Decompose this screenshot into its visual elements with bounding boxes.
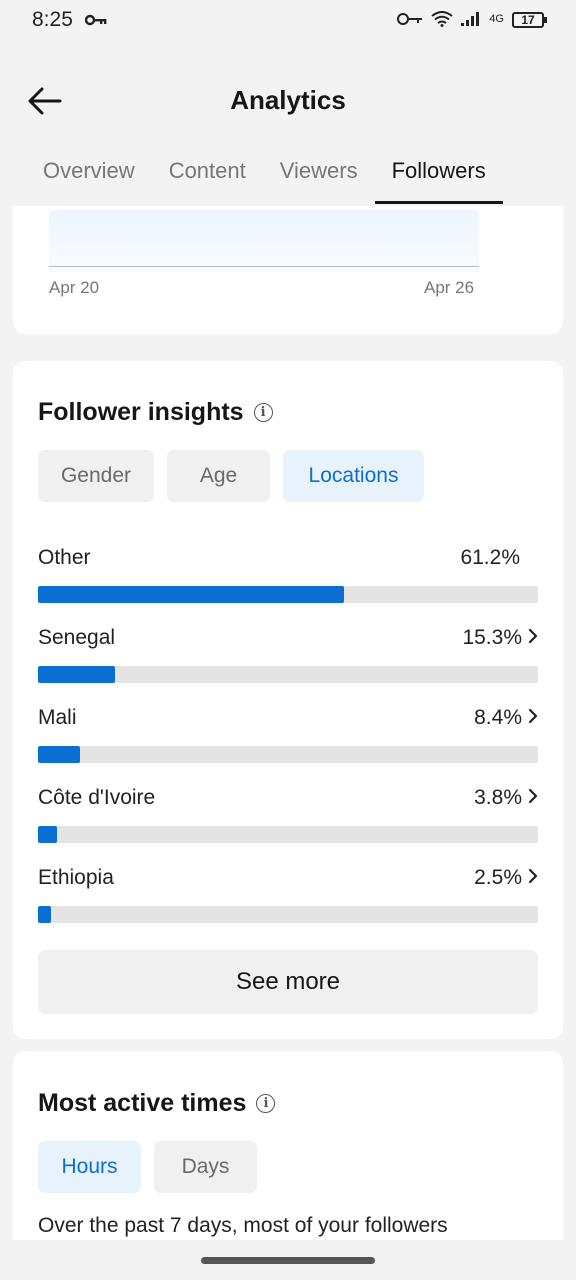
home-indicator[interactable] (201, 1257, 375, 1264)
chip-locations[interactable]: Locations (283, 450, 424, 502)
location-row[interactable]: Ethiopia 2.5% (38, 866, 538, 926)
vpn-key-icon (397, 12, 423, 29)
tab-followers[interactable]: Followers (374, 150, 503, 206)
tab-bar: Overview Content Viewers Followers (0, 150, 576, 206)
location-name: Ethiopia (38, 866, 114, 889)
location-value: 2.5% (474, 866, 538, 890)
active-times-description: Over the past 7 days, most of your follo… (38, 1214, 448, 1237)
follower-insights-title: Follower insights i (38, 398, 273, 427)
location-bar-fill (38, 906, 51, 923)
network-type: 4G (489, 12, 504, 25)
battery-icon: 17 (512, 12, 547, 28)
location-percent: 61.2% (460, 546, 520, 569)
tab-viewers[interactable]: Viewers (279, 158, 358, 183)
location-percent: 3.8% (474, 786, 522, 809)
chip-hours[interactable]: Hours (38, 1141, 141, 1193)
chart-area (49, 210, 479, 272)
location-bar-fill (38, 666, 115, 683)
signal-icon (461, 11, 481, 29)
most-active-times-title: Most active times i (38, 1089, 276, 1118)
location-percent: 2.5% (474, 866, 522, 889)
status-left: 8:25 (32, 8, 107, 32)
location-name: Mali (38, 706, 77, 729)
most-active-times-card: Most active times i Hours Days Over the … (13, 1051, 563, 1240)
most-active-times-heading: Most active times (38, 1089, 247, 1117)
location-value: 61.2% (460, 546, 520, 570)
location-percent: 15.3% (462, 626, 522, 649)
battery-level: 17 (521, 13, 535, 27)
location-name: Senegal (38, 626, 116, 649)
location-value: 3.8% (474, 786, 538, 810)
back-button[interactable] (26, 82, 64, 120)
location-bar-track (38, 666, 538, 683)
chip-days[interactable]: Days (154, 1141, 257, 1193)
location-percent: 8.4% (474, 706, 522, 729)
chevron-right-icon[interactable] (528, 627, 538, 650)
chevron-right-icon[interactable] (528, 787, 538, 810)
follower-chart-card: Apr 20 Apr 26 (13, 206, 563, 334)
location-bar-fill (38, 746, 80, 763)
location-name: Côte d'Ivoire (38, 786, 156, 809)
header: Analytics (0, 60, 576, 140)
location-name: Other (38, 546, 91, 569)
back-arrow-icon (28, 87, 62, 115)
chart-x-axis (49, 266, 479, 267)
chevron-right-icon[interactable] (528, 707, 538, 730)
wifi-icon (431, 10, 453, 30)
location-bar-track (38, 826, 538, 843)
location-row: Other 61.2% (38, 546, 538, 606)
location-row[interactable]: Mali 8.4% (38, 706, 538, 766)
status-bar: 8:25 4G 17 (0, 0, 576, 40)
key-icon (84, 8, 107, 32)
page-title: Analytics (230, 84, 346, 115)
info-icon[interactable]: i (253, 403, 273, 422)
chip-gender[interactable]: Gender (38, 450, 154, 502)
chip-age[interactable]: Age (167, 450, 270, 502)
scroll-content[interactable]: Apr 20 Apr 26 Follower insights i Gender… (0, 206, 576, 1240)
location-value: 8.4% (474, 706, 538, 730)
chart-x-tick-start: Apr 20 (49, 278, 100, 297)
location-bar-track (38, 586, 538, 603)
location-bar-fill (38, 826, 57, 843)
status-time: 8:25 (32, 8, 73, 31)
location-bar-track (38, 906, 538, 923)
tab-content[interactable]: Content (168, 158, 246, 183)
location-bar-fill (38, 586, 344, 603)
location-row[interactable]: Senegal 15.3% (38, 626, 538, 686)
see-more-button[interactable]: See more (38, 950, 538, 1014)
tab-overview[interactable]: Overview (43, 158, 135, 183)
location-bar-track (38, 746, 538, 763)
follower-insights-heading: Follower insights (38, 398, 244, 426)
chart-x-tick-end: Apr 26 (424, 278, 475, 297)
location-row[interactable]: Côte d'Ivoire 3.8% (38, 786, 538, 846)
chevron-right-icon[interactable] (528, 867, 538, 890)
follower-insights-card: Follower insights i Gender Age Locations… (13, 361, 563, 1039)
info-icon[interactable]: i (256, 1094, 276, 1113)
status-right: 4G 17 (397, 10, 547, 30)
location-value: 15.3% (462, 626, 538, 650)
